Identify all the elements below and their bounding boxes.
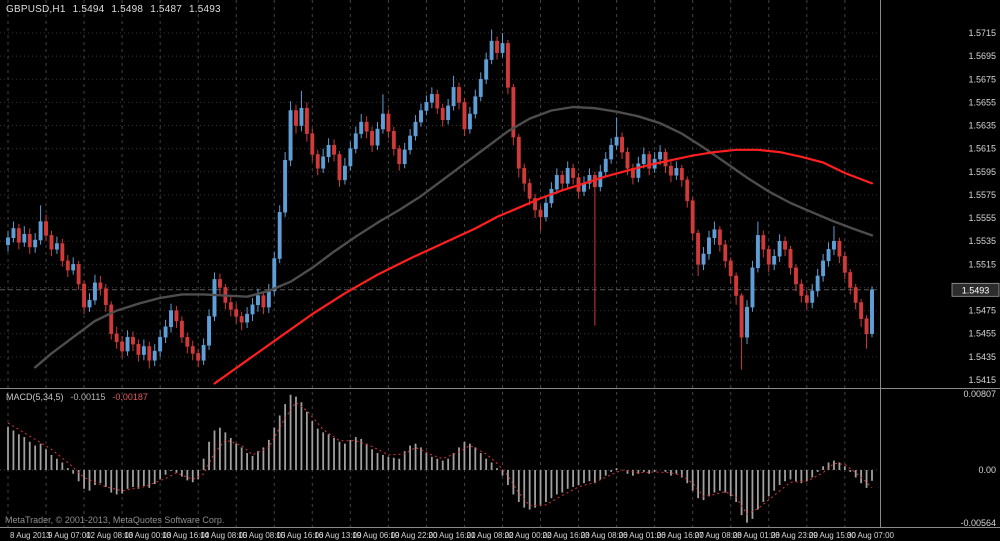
- svg-text:19 Aug 06:00: 19 Aug 06:00: [352, 531, 400, 540]
- symbol-ohlc-label: GBPUSD,H1 1.5494 1.5498 1.5487 1.5493: [6, 4, 228, 15]
- panel-separator: [0, 388, 1000, 528]
- macd-signal-value: -0.00187: [112, 392, 148, 402]
- svg-text:8 Aug 2013: 8 Aug 2013: [10, 531, 51, 540]
- svg-text:1.5575: 1.5575: [968, 190, 996, 200]
- candlesticks: [6, 29, 874, 370]
- ohlc-open: 1.5494: [72, 4, 105, 15]
- svg-text:23 Aug 08:00: 23 Aug 08:00: [581, 531, 629, 540]
- svg-text:1.5675: 1.5675: [968, 74, 996, 84]
- svg-text:1.5435: 1.5435: [968, 352, 996, 362]
- macd-main-value: -0.00115: [70, 392, 106, 402]
- macd-axis-labels: 0.00807 0.00 -0.00564: [960, 389, 996, 528]
- symbol-name: GBPUSD,H1: [6, 4, 66, 15]
- svg-text:1.5655: 1.5655: [968, 97, 996, 107]
- macd-indicator-label: MACD(5,34,5) -0.00115 -0.00187: [6, 392, 148, 402]
- svg-text:9 Aug 07:00: 9 Aug 07:00: [48, 531, 91, 540]
- svg-text:1.5493: 1.5493: [962, 285, 990, 295]
- ma-slow-line: [213, 148, 874, 385]
- svg-text:13 Aug 16:00: 13 Aug 16:00: [162, 531, 210, 540]
- svg-text:0.00807: 0.00807: [963, 389, 996, 399]
- svg-text:1.5595: 1.5595: [968, 167, 996, 177]
- svg-text:14 Aug 08:00: 14 Aug 08:00: [200, 531, 248, 540]
- svg-text:22 Aug 16:00: 22 Aug 16:00: [543, 531, 591, 540]
- ohlc-close: 1.5493: [188, 4, 221, 15]
- svg-text:1.5615: 1.5615: [968, 144, 996, 154]
- svg-text:28 Aug 23:00: 28 Aug 23:00: [771, 531, 819, 540]
- copyright-label: MetaTrader, © 2001-2013, MetaQuotes Soft…: [5, 515, 225, 525]
- svg-text:1.5475: 1.5475: [968, 306, 996, 316]
- svg-text:20 Aug 16:00: 20 Aug 16:00: [428, 531, 476, 540]
- svg-text:22 Aug 00:00: 22 Aug 00:00: [504, 531, 552, 540]
- svg-text:26 Aug 01:00: 26 Aug 01:00: [619, 531, 667, 540]
- svg-text:0.00: 0.00: [978, 465, 996, 475]
- svg-text:27 Aug 08:00: 27 Aug 08:00: [695, 531, 743, 540]
- svg-text:1.5515: 1.5515: [968, 259, 996, 269]
- svg-text:1.5415: 1.5415: [968, 375, 996, 385]
- ohlc-high: 1.5498: [111, 4, 144, 15]
- svg-text:-0.00564: -0.00564: [960, 518, 996, 528]
- price-axis-labels[interactable]: 1.5715 1.5695 1.5675 1.5655 1.5635 1.5615 1.55…: [968, 28, 996, 385]
- svg-text:15 Aug 16:00: 15 Aug 16:00: [276, 531, 324, 540]
- svg-text:29 Aug 15:00: 29 Aug 15:00: [809, 531, 857, 540]
- svg-text:1.5555: 1.5555: [968, 213, 996, 223]
- svg-text:1.5455: 1.5455: [968, 329, 996, 339]
- price-gridlines: [0, 32, 880, 381]
- ma-fast-line: [34, 105, 874, 369]
- svg-text:19 Aug 22:00: 19 Aug 22:00: [390, 531, 438, 540]
- svg-text:15 Aug 08:00: 15 Aug 08:00: [238, 531, 286, 540]
- svg-text:26 Aug 16:00: 26 Aug 16:00: [657, 531, 705, 540]
- svg-text:30 Aug 07:00: 30 Aug 07:00: [847, 531, 895, 540]
- svg-text:21 Aug 08:00: 21 Aug 08:00: [466, 531, 514, 540]
- current-price-tag: 1.5493: [951, 282, 1000, 297]
- svg-text:1.5715: 1.5715: [968, 28, 996, 38]
- svg-text:13 Aug 00:00: 13 Aug 00:00: [124, 531, 172, 540]
- macd-name: MACD(5,34,5): [6, 392, 64, 402]
- macd-signal-line: [7, 401, 873, 515]
- svg-text:12 Aug 08:00: 12 Aug 08:00: [86, 531, 134, 540]
- svg-text:1.5695: 1.5695: [968, 51, 996, 61]
- svg-text:1.5635: 1.5635: [968, 121, 996, 131]
- macd-histogram: [7, 394, 873, 523]
- ohlc-low: 1.5487: [150, 4, 182, 15]
- svg-text:1.5535: 1.5535: [968, 236, 996, 246]
- svg-text:16 Aug 13:00: 16 Aug 13:00: [314, 531, 362, 540]
- svg-text:28 Aug 01:00: 28 Aug 01:00: [733, 531, 781, 540]
